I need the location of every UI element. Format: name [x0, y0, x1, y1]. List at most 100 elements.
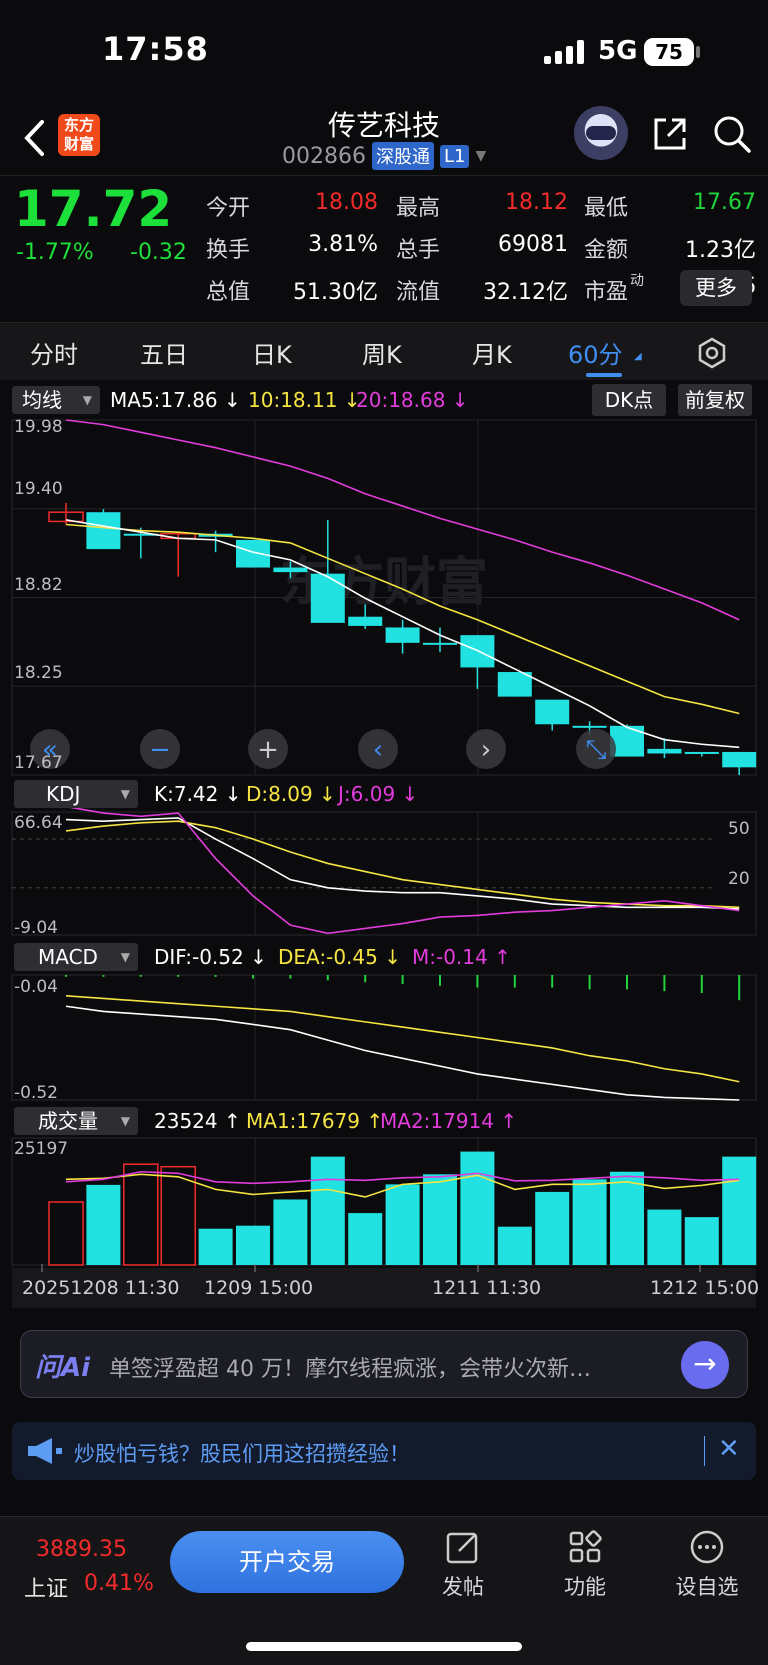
candle-body [86, 512, 121, 550]
time-axis-label: 1209 15:00 [204, 1277, 313, 1299]
battery-cap [696, 46, 700, 58]
assistant-robot-icon[interactable] [574, 106, 628, 160]
time-axis-label: 1211 11:30 [432, 1277, 541, 1299]
volume-bar [460, 1151, 495, 1265]
time-axis-label: 20251208 11:30 [22, 1277, 180, 1299]
index-name[interactable]: 上证 [24, 1577, 69, 1602]
nav-functions[interactable]: 功能 [540, 1529, 630, 1601]
zoom-out-icon-glyph: − [149, 735, 171, 765]
kline-chart[interactable]: 东方财富« − + ‹ › ⤡20251208 11:30 1209 15:00 1211 1… [0, 418, 768, 1318]
change-amount: -0.32 [130, 240, 187, 265]
gear-icon[interactable] [696, 337, 728, 369]
candle-body [348, 616, 383, 626]
time-axis-label: 1212 15:00 [650, 1277, 759, 1299]
price-axis-label: 19.40 [14, 479, 63, 499]
promo-text[interactable]: 炒股怕亏钱？股民们用这招攒经验！ [74, 1442, 410, 1466]
stock-code: 002866 [282, 143, 366, 169]
quote-value: 32.12亿 [483, 280, 568, 305]
promo-banner[interactable]: 炒股怕亏钱？股民们用这招攒经验！ ✕ [12, 1422, 756, 1480]
macd-axis-label: -0.52 [14, 1083, 58, 1103]
macd-selector[interactable]: MACD ▼ [14, 943, 138, 971]
quote-value: 17.67 [693, 190, 756, 215]
volume-ma2-line [65, 1170, 740, 1185]
quote-label: 最高 [396, 196, 441, 221]
index-value[interactable]: 3889.35 [36, 1537, 127, 1562]
macd-dif-value: DIF:-0.52 ↓ [154, 945, 267, 969]
volume-bar [236, 1225, 270, 1265]
app-logo: 东方 财富 [58, 114, 100, 156]
adjust-mode-button[interactable]: 前复权 [678, 384, 752, 416]
kdj-d-value: D:8.09 ↓ [246, 782, 336, 806]
panel-frame [11, 811, 757, 936]
kdj-j-value: J:6.09 ↓ [338, 782, 419, 806]
stock-header: 东方 财富 传艺科技 002866 深股通 L1 ▼ [0, 100, 768, 176]
stock-name: 传艺科技 [327, 109, 440, 142]
ma5-value: MA5:17.86 ↓ [110, 388, 241, 412]
search-icon[interactable] [712, 114, 752, 154]
kdj-selector[interactable]: KDJ ▼ [14, 780, 138, 808]
grid-icon [569, 1530, 602, 1563]
zoom-in-icon[interactable] [248, 729, 288, 769]
volume-bar [48, 1201, 84, 1266]
connect-badge: 深股通 [371, 142, 434, 170]
megaphone-icon [28, 1438, 62, 1464]
macd-m-value: M:-0.14 ↑ [412, 945, 511, 969]
tab-1[interactable]: 五日 [140, 341, 188, 369]
quote-label: 流值 [396, 280, 441, 305]
nav-add-watchlist[interactable]: 设自选 [662, 1529, 752, 1601]
fullscreen-icon[interactable] [576, 729, 616, 769]
back-icon[interactable] [22, 118, 46, 168]
open-account-trade-button[interactable]: 开户交易 [170, 1531, 404, 1593]
rewind-icon[interactable] [30, 729, 70, 769]
home-indicator[interactable] [246, 1642, 522, 1651]
tab-dropdown-icon: ◢ [634, 351, 642, 362]
volume-ma1-line [65, 1173, 740, 1198]
stock-code-row[interactable]: 002866 深股通 L1 ▼ [282, 142, 486, 170]
volume-bar [273, 1199, 308, 1265]
volume-bar [123, 1163, 159, 1266]
tab-5[interactable]: 60分 [568, 341, 623, 369]
tab-4[interactable]: 月K [472, 341, 512, 369]
kdj-j-line [65, 805, 740, 935]
volume-bar [497, 1226, 532, 1265]
tab-2[interactable]: 日K [252, 341, 292, 369]
tab-3[interactable]: 周K [362, 341, 402, 369]
macd-axis-label: -0.04 [14, 977, 58, 997]
quote-value: 3.81% [308, 232, 378, 257]
arrow-right-icon[interactable]: → [681, 1341, 729, 1389]
status-bar: 17:58 5G 75 [0, 0, 768, 100]
chevron-down-icon: ▼ [82, 393, 92, 407]
ma20-value: 20:18.68 ↓ [356, 388, 469, 412]
tab-0[interactable]: 分时 [30, 341, 78, 369]
volume-bar [647, 1209, 682, 1265]
candle-body [423, 642, 457, 645]
kdj-selector-label: KDJ [46, 782, 81, 806]
ai-prompt-text[interactable]: 单签浮盈超 40 万！摩尔线程疯涨，会带火次新… [109, 1357, 591, 1382]
close-icon[interactable]: ✕ [718, 1434, 740, 1464]
zoom-out-icon[interactable] [140, 729, 180, 769]
volume-selector-label: 成交量 [38, 1109, 98, 1133]
zoom-in-icon-glyph: + [257, 735, 279, 765]
chevron-down-icon: ▼ [120, 1114, 130, 1128]
candle-body [236, 539, 270, 568]
ai-assistant-bar[interactable]: 问Ai 单签浮盈超 40 万！摩尔线程疯涨，会带火次新… → [20, 1330, 748, 1398]
share-icon[interactable] [650, 114, 690, 154]
volume-selector[interactable]: 成交量 ▼ [14, 1107, 138, 1135]
volume-axis-label: 25197 [14, 1139, 68, 1159]
kdj-d-line [65, 820, 740, 909]
nav-post[interactable]: 发帖 [418, 1529, 508, 1601]
quote-label: 总值 [206, 280, 251, 305]
price-axis-label: 18.82 [14, 575, 63, 595]
panel-frame [11, 974, 757, 1101]
quote-label-sup: 动 [630, 273, 644, 289]
more-button[interactable]: 更多 [680, 270, 752, 306]
chevron-right-icon[interactable] [466, 729, 506, 769]
ma-selector[interactable]: 均线 ▼ [12, 386, 100, 414]
chevron-left-icon[interactable] [358, 729, 398, 769]
quote-label: 金额 [584, 238, 629, 263]
quote-value: 69081 [498, 232, 568, 257]
dk-point-button[interactable]: DK点 [592, 384, 666, 416]
index-percent[interactable]: 0.41% [84, 1571, 154, 1596]
macd-dif-line [65, 1005, 740, 1101]
